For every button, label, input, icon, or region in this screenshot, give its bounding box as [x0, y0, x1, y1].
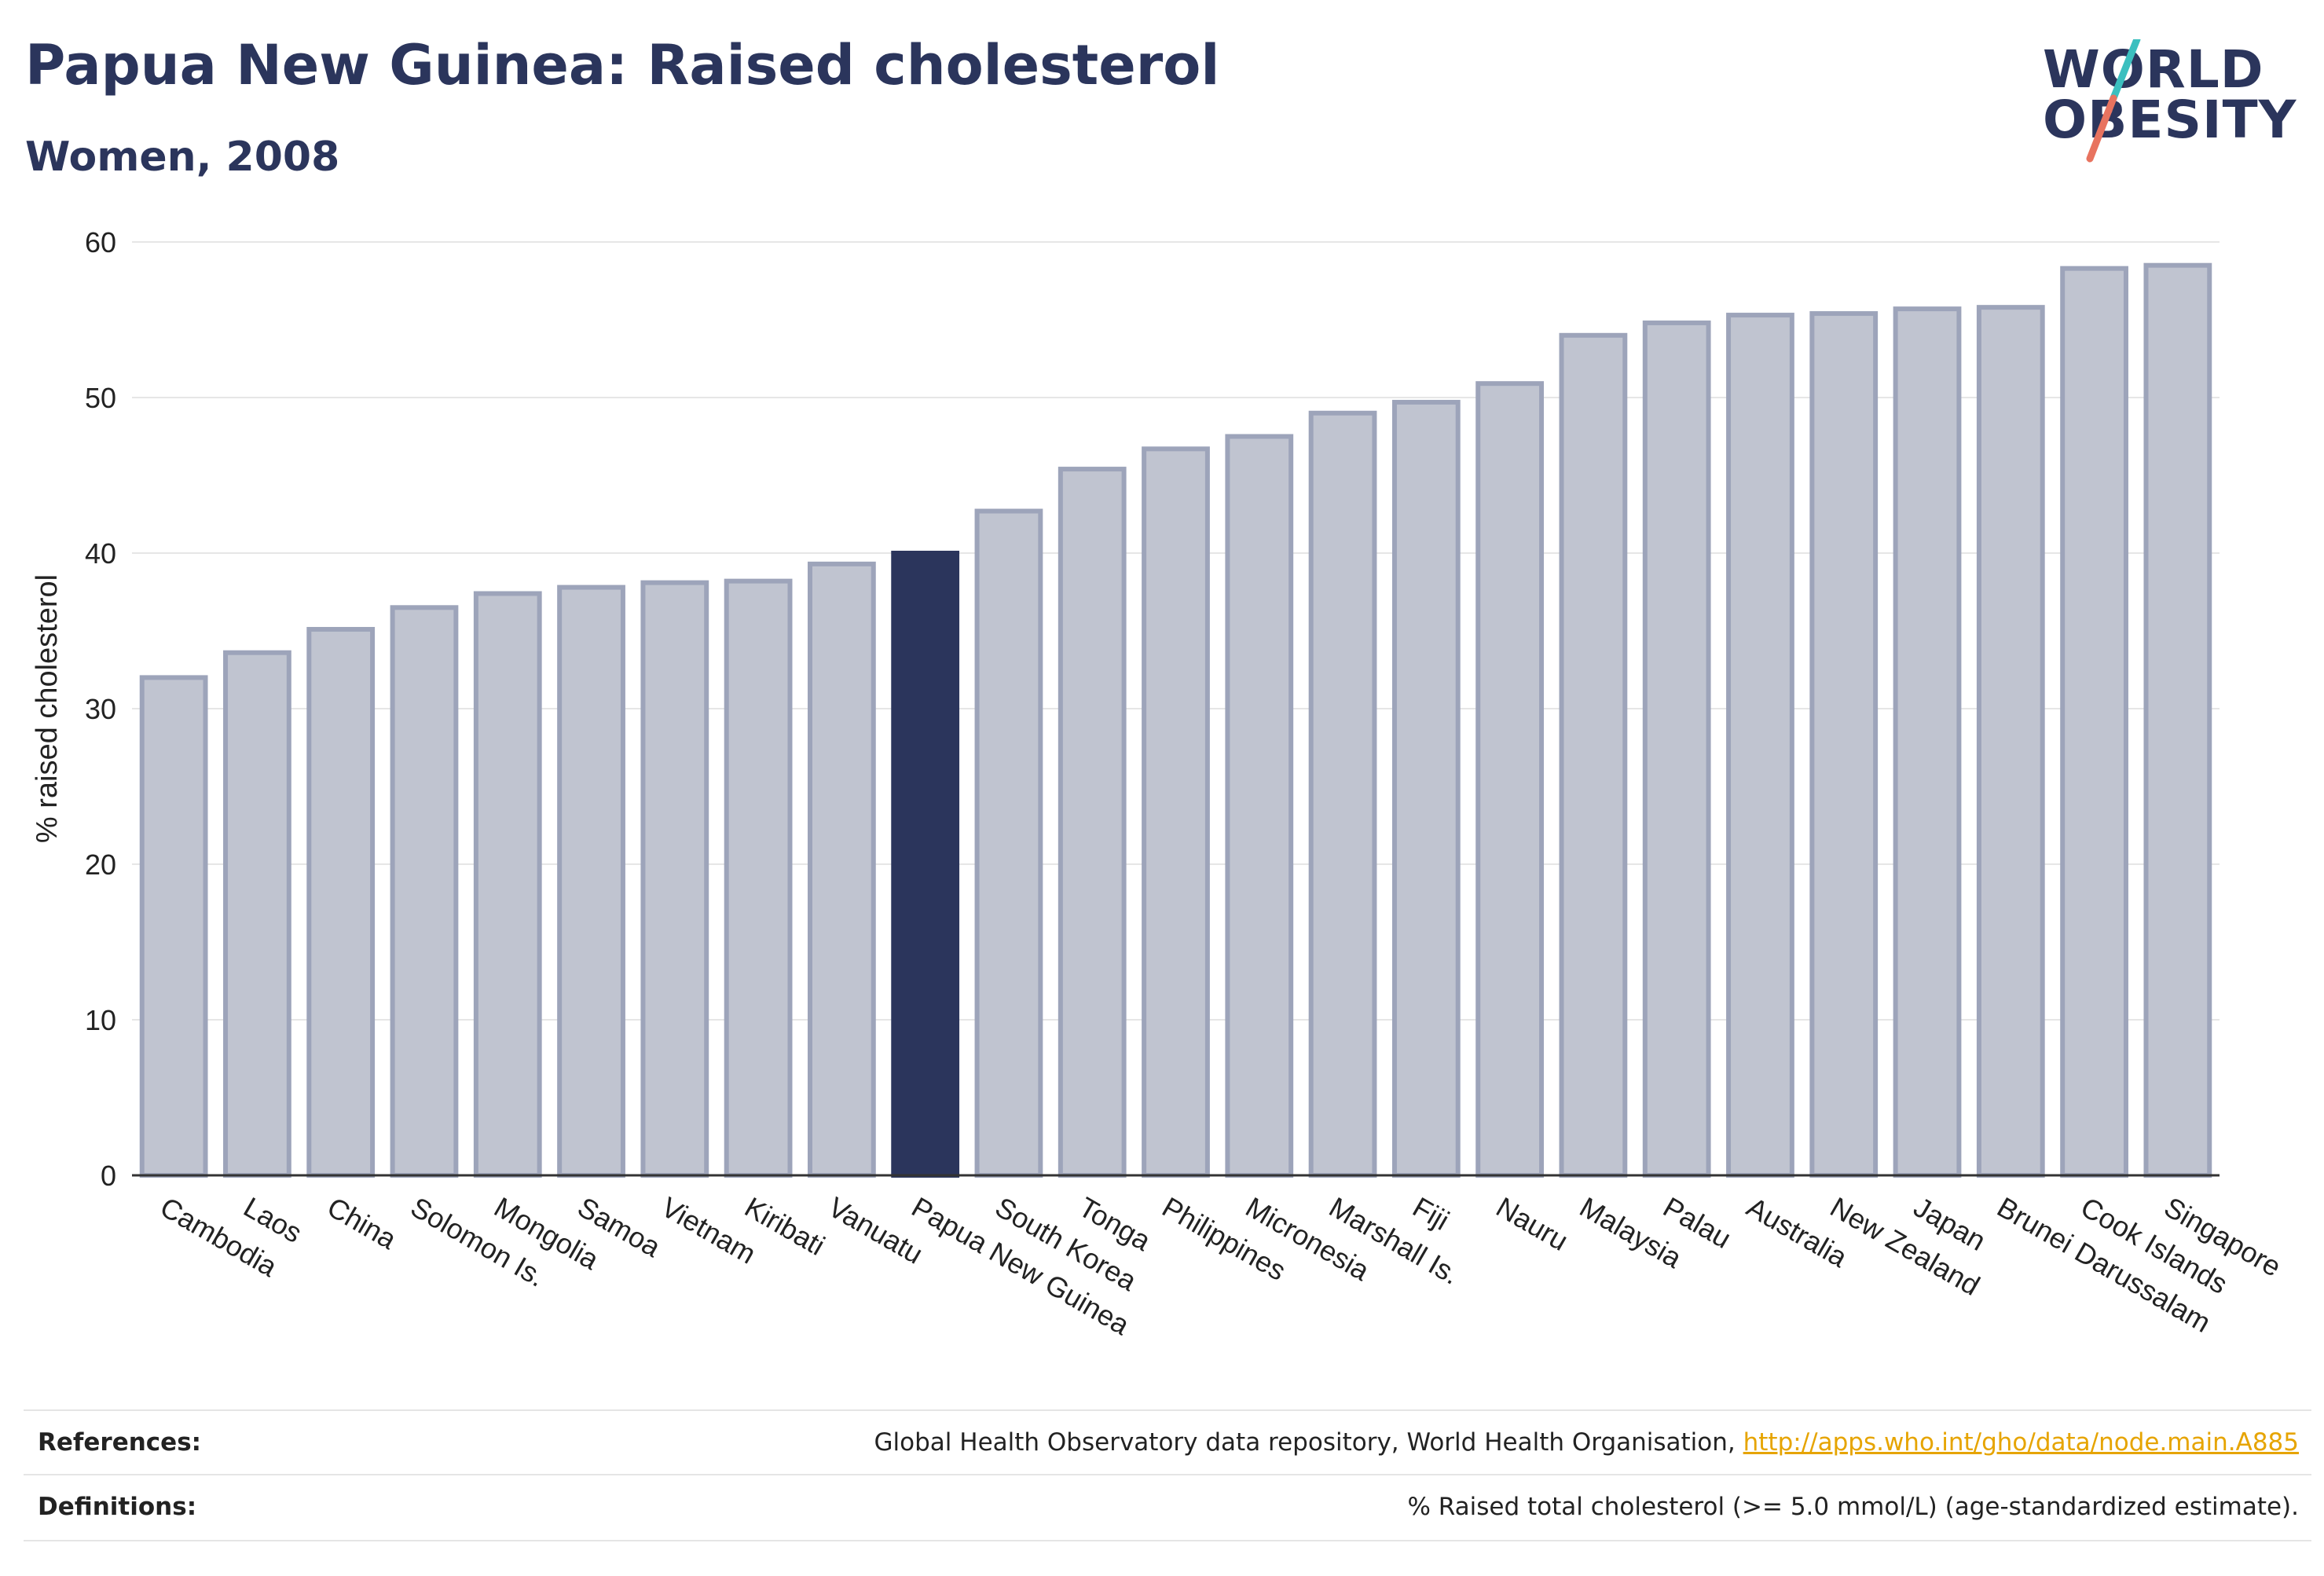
bar-south-korea: [974, 508, 1043, 1178]
y-tick-label: 20: [85, 848, 116, 881]
y-tick-label: 30: [85, 693, 116, 725]
bar-mongolia: [473, 591, 542, 1178]
bar-marshall-is: [1308, 410, 1377, 1178]
x-tick-label: Nauru: [1491, 1190, 1574, 1257]
bar-papua-new-guinea: [891, 551, 960, 1178]
bars: [139, 262, 2212, 1178]
bar-samoa: [557, 585, 625, 1178]
bar-vanuatu: [807, 561, 876, 1178]
bar-cook-islands: [2060, 266, 2128, 1178]
references-row: References: Global Health Observatory da…: [24, 1409, 2311, 1475]
x-tick-label: Vietnam: [656, 1190, 761, 1270]
bar-micronesia: [1225, 434, 1294, 1178]
bar-tonga: [1058, 467, 1127, 1178]
page-title: Papua New Guinea: Raised cholesterol: [25, 33, 1220, 97]
bar-cambodia: [139, 675, 208, 1178]
logo-slash-icon: [2086, 39, 2141, 163]
bar-philippines: [1142, 446, 1210, 1178]
bar-laos: [223, 650, 291, 1178]
bar-kiribati: [724, 578, 793, 1178]
references-text: Global Health Observatory data repositor…: [874, 1428, 1743, 1457]
bar-china: [306, 627, 376, 1178]
bar-nauru: [1475, 381, 1545, 1178]
y-tick-label: 50: [85, 382, 116, 414]
bar-brunei-darussalam: [1976, 305, 2045, 1178]
y-tick-label: 0: [101, 1160, 116, 1192]
bar-australia: [1726, 313, 1794, 1178]
definitions-row: Definitions: % Raised total cholesterol …: [24, 1474, 2311, 1541]
y-axis-ticks: 0 10 20 30 40 50 60: [85, 226, 116, 1192]
bar-new-zealand: [1809, 311, 1879, 1178]
bar-malaysia: [1559, 332, 1628, 1178]
y-tick-label: 40: [85, 537, 116, 570]
bar-singapore: [2143, 262, 2212, 1178]
x-tick-label: China: [322, 1190, 403, 1255]
bar-palau: [1642, 320, 1711, 1178]
x-tick-label: Vanuatu: [823, 1190, 928, 1270]
world-obesity-logo: WORLD OBESITY: [2043, 39, 2310, 165]
bar-fiji: [1391, 399, 1461, 1178]
x-tick-label: Fiji: [1407, 1190, 1454, 1236]
y-tick-label: 60: [85, 226, 116, 258]
definitions-text: % Raised total cholesterol (>= 5.0 mmol/…: [1407, 1493, 2299, 1521]
y-axis-label: % raised cholesterol: [31, 574, 64, 843]
y-tick-label: 10: [85, 1004, 116, 1036]
references-value: Global Health Observatory data repositor…: [874, 1428, 2299, 1457]
definitions-label: Definitions:: [38, 1493, 197, 1521]
bar-solomon-is: [390, 605, 459, 1178]
logo-line-1: WORLD: [2043, 39, 2264, 100]
logo-line-2: OBESITY: [2043, 90, 2297, 150]
bar-vietnam: [640, 580, 709, 1178]
bar-japan: [1893, 306, 1962, 1178]
chart-subtitle: Women, 2008: [25, 134, 340, 181]
references-label: References:: [38, 1428, 202, 1457]
references-link[interactable]: http://apps.who.int/gho/data/node.main.A…: [1743, 1428, 2299, 1457]
